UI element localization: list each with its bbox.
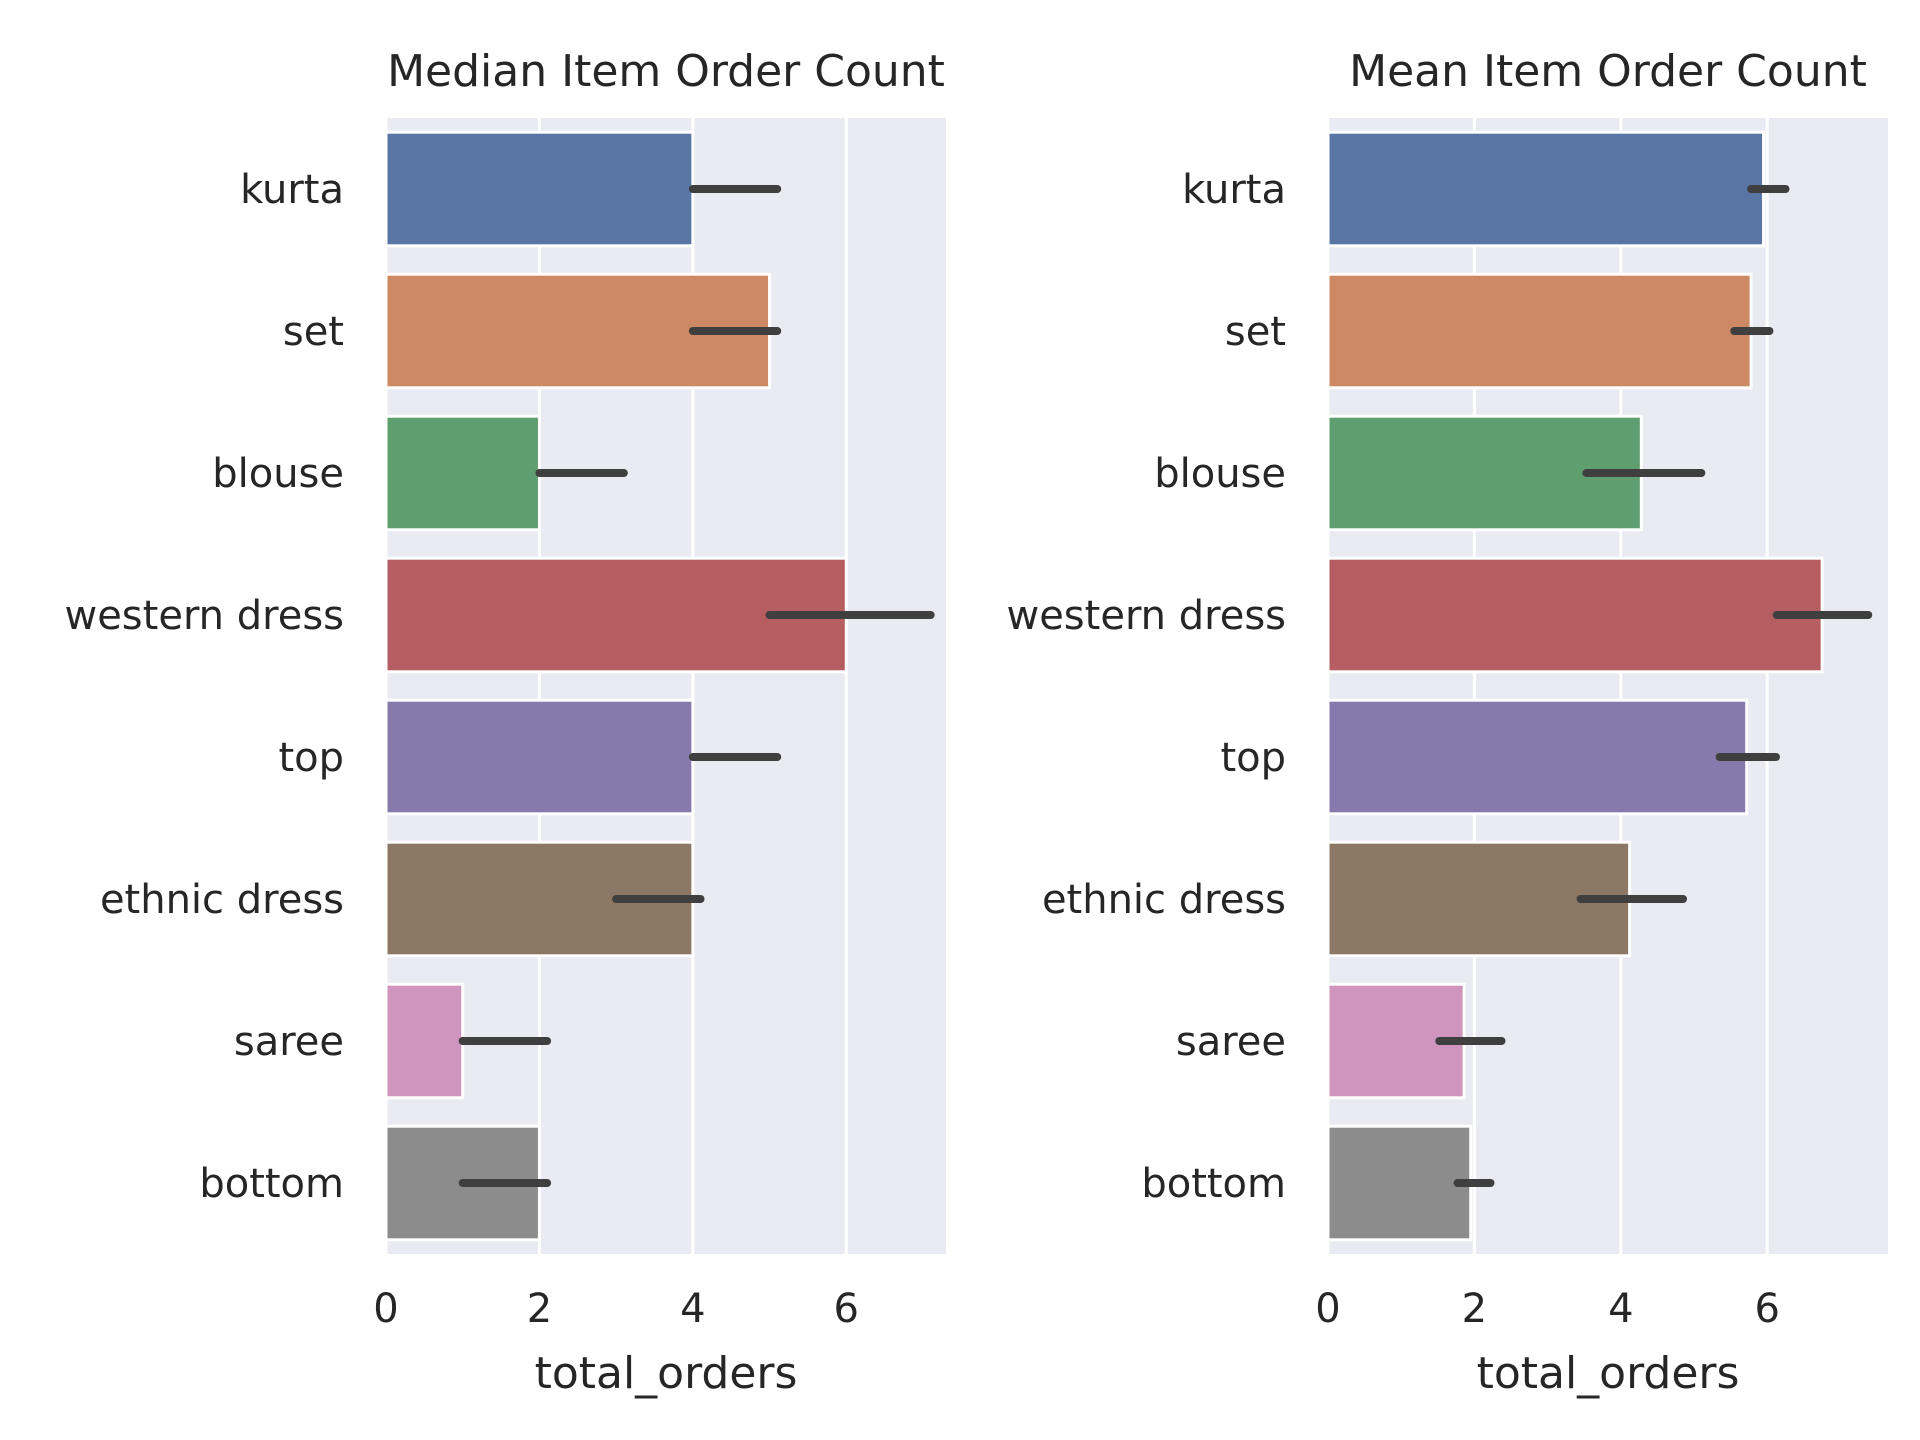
x-axis-label: total_orders — [535, 1348, 798, 1399]
mean-plot-area: 0 2 4 6 kurta set blouse western dress top ethnic… — [1006, 118, 1888, 1332]
x-tick-label: 4 — [1608, 1286, 1633, 1332]
x-tick-label: 6 — [1754, 1286, 1779, 1332]
mean-chart-panel: Mean Item Order Count total_orders 0 2 4 6 k… — [1006, 46, 1888, 1399]
bar-set — [1326, 272, 1753, 390]
y-category-label: ethnic dress — [1042, 877, 1286, 923]
chart-title: Mean Item Order Count — [1349, 46, 1867, 97]
bar-kurta — [1326, 130, 1766, 248]
median-chart-panel: Median Item Order Count total_orders 0 2 4… — [64, 46, 946, 1399]
y-category-label: western dress — [64, 593, 344, 639]
x-tick-label: 4 — [680, 1286, 705, 1332]
bar-blouse — [384, 414, 541, 532]
median-plot-area: 0 2 4 6 kurta set blouse western dress top ethnic… — [64, 118, 946, 1332]
x-tick-label: 0 — [373, 1286, 398, 1332]
x-tick-label: 2 — [527, 1286, 552, 1332]
y-category-label: saree — [234, 1019, 344, 1065]
bar-top — [384, 698, 695, 816]
bar-bottom — [1326, 1124, 1473, 1242]
y-category-label: blouse — [1154, 451, 1286, 497]
x-tick-label: 6 — [834, 1286, 859, 1332]
y-category-label: kurta — [240, 167, 344, 213]
y-category-label: top — [1220, 735, 1286, 781]
y-category-label: western dress — [1006, 593, 1286, 639]
x-tick-label: 0 — [1315, 1286, 1340, 1332]
chart-title: Median Item Order Count — [387, 46, 945, 97]
y-category-label: kurta — [1182, 167, 1286, 213]
bar-top — [1326, 698, 1749, 816]
y-category-label: set — [283, 309, 344, 355]
y-category-label: bottom — [1141, 1161, 1286, 1207]
y-category-label: ethnic dress — [100, 877, 344, 923]
bar-western-dress — [1326, 556, 1824, 674]
y-category-label: bottom — [199, 1161, 344, 1207]
bar-kurta — [384, 130, 695, 248]
x-tick-label: 2 — [1462, 1286, 1487, 1332]
bar-saree — [384, 982, 465, 1100]
y-category-label: set — [1225, 309, 1286, 355]
y-category-label: saree — [1176, 1019, 1286, 1065]
y-category-label: top — [278, 735, 344, 781]
x-axis-label: total_orders — [1477, 1348, 1740, 1399]
y-category-label: blouse — [212, 451, 344, 497]
